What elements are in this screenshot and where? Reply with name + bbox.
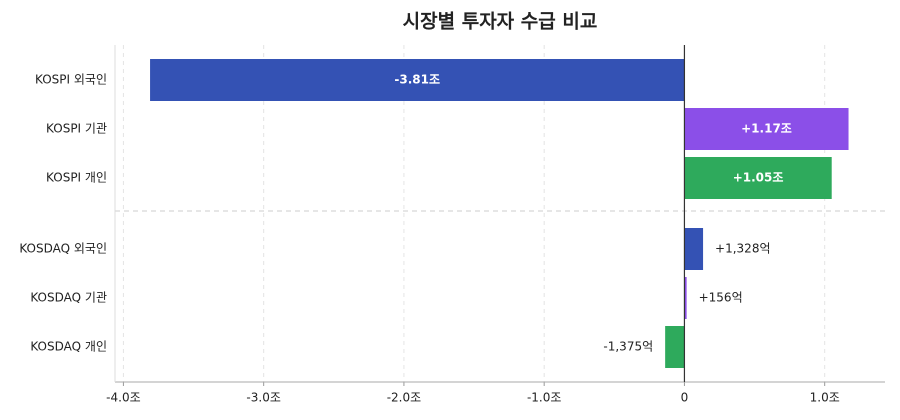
x-tick-label: -1.0조 — [527, 391, 561, 405]
bar — [684, 108, 849, 150]
x-tick-label: 1.0조 — [810, 391, 840, 405]
x-tick-label: -4.0조 — [106, 391, 140, 405]
y-tick-label: KOSPI 개인 — [46, 171, 107, 185]
value-label: +156억 — [699, 291, 743, 305]
x-tick-label: -3.0조 — [246, 391, 280, 405]
bar — [684, 157, 832, 199]
bar — [150, 59, 685, 101]
bar — [684, 228, 704, 270]
value-label: +1.05조 — [733, 171, 784, 185]
bar — [684, 277, 687, 319]
x-tick-label: -2.0조 — [387, 391, 421, 405]
y-tick-label: KOSPI 기관 — [46, 122, 107, 136]
x-tick-label: 0 — [681, 391, 689, 405]
y-tick-label: KOSDAQ 외국인 — [19, 242, 107, 256]
y-tick-label: KOSPI 외국인 — [35, 73, 107, 87]
value-label: +1,328억 — [715, 242, 770, 256]
value-label: -1,375억 — [603, 340, 653, 354]
y-tick-label: KOSDAQ 기관 — [30, 291, 107, 305]
bar — [665, 326, 685, 368]
y-tick-label: KOSDAQ 개인 — [30, 340, 107, 354]
chart-title: 시장별 투자자 수급 비교 — [403, 11, 598, 33]
value-label: -3.81조 — [394, 73, 440, 87]
value-label: +1.17조 — [741, 122, 792, 136]
